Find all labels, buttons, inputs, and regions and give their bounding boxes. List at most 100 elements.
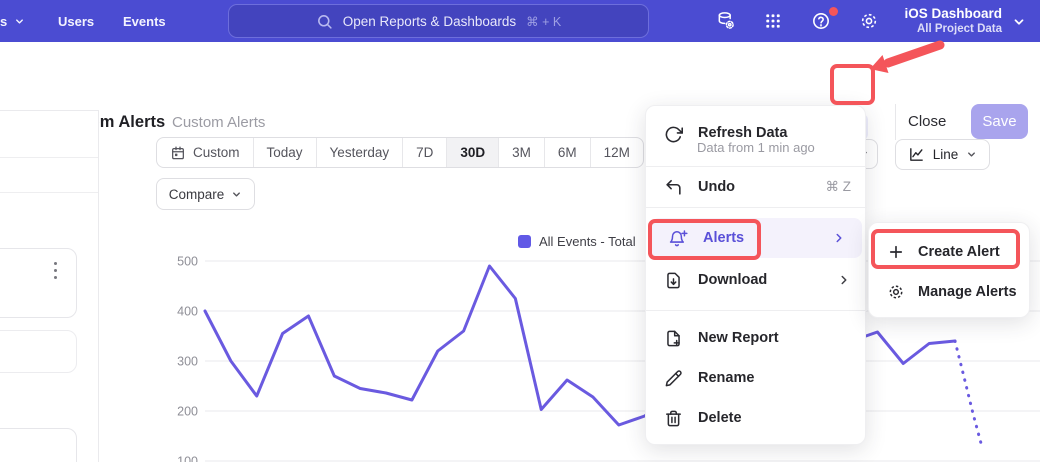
download-label: Download [698, 272, 822, 288]
svg-text:100: 100 [177, 455, 198, 462]
new-report-label: New Report [698, 330, 851, 346]
chevron-right-icon [837, 273, 851, 287]
divider [646, 310, 867, 311]
project-name: iOS Dashboard [904, 6, 1002, 22]
line-chart-icon [908, 146, 925, 163]
range-6m[interactable]: 6M [545, 138, 591, 167]
calendar-icon [170, 145, 186, 161]
top-navbar: s Users Events Open Reports & Dashboards… [0, 0, 1040, 42]
undo-label: Undo [698, 179, 811, 195]
menu-item-rename[interactable]: Rename [646, 358, 867, 398]
project-chevron-down-icon[interactable] [1012, 15, 1026, 29]
kebab-menu-icon[interactable] [54, 262, 57, 279]
search-shortcut: ⌘ + K [526, 14, 561, 29]
new-report-icon [664, 329, 683, 348]
range-7d[interactable]: 7D [403, 138, 447, 167]
chart-type-dropdown[interactable]: Line [895, 139, 990, 170]
data-management-icon[interactable] [716, 11, 736, 31]
nav-item-cropped[interactable]: s [0, 0, 25, 42]
chevron-down-icon [14, 16, 25, 27]
menu-item-undo[interactable]: Undo ⌘ Z [646, 167, 867, 207]
svg-text:200: 200 [177, 405, 198, 419]
menu-item-alerts[interactable]: Alerts [651, 218, 862, 258]
legend-swatch [518, 235, 531, 248]
save-button[interactable]: Save [971, 104, 1028, 139]
alerts-label: Alerts [703, 230, 817, 246]
gear-icon[interactable] [859, 11, 879, 31]
trash-icon [664, 409, 683, 428]
range-yesterday-label: Yesterday [330, 145, 390, 160]
create-alert-label: Create Alert [918, 244, 1000, 260]
nav-item-events[interactable]: Events [123, 0, 166, 42]
range-6m-label: 6M [558, 145, 577, 160]
gear-icon [887, 283, 905, 301]
mixpanel-report-window: s Users Events Open Reports & Dashboards… [0, 0, 1040, 462]
menu-item-download[interactable]: Download [646, 260, 867, 300]
range-3m-label: 3M [512, 145, 531, 160]
close-button[interactable]: Close [908, 113, 946, 130]
divider [0, 192, 98, 193]
refresh-data-freshness: Data from 1 min ago [697, 140, 815, 155]
menu-item-delete[interactable]: Delete [646, 398, 867, 438]
range-custom-label: Custom [193, 145, 240, 160]
date-range-segmented-control: Custom Today Yesterday 7D 30D 3M 6M 12M [156, 137, 644, 168]
notification-dot [829, 7, 838, 16]
report-options-menu: Refresh Data Data from 1 min ago Undo ⌘ … [645, 105, 866, 445]
submenu-item-manage-alerts[interactable]: Manage Alerts [869, 272, 1031, 312]
download-file-icon [664, 271, 683, 290]
range-today-label: Today [267, 145, 303, 160]
manage-alerts-label: Manage Alerts [918, 284, 1017, 300]
range-3m[interactable]: 3M [499, 138, 545, 167]
legend-label: All Events - Total [539, 234, 636, 249]
range-7d-label: 7D [416, 145, 433, 160]
delete-label: Delete [698, 410, 851, 426]
query-card[interactable] [0, 248, 77, 318]
refresh-label: Refresh Data [698, 125, 851, 141]
range-30d-selected[interactable]: 30D [447, 138, 499, 167]
nav-events-label: Events [123, 14, 166, 29]
range-30d-label: 30D [460, 145, 485, 160]
chart-type-label: Line [933, 147, 959, 162]
rename-label: Rename [698, 370, 851, 386]
divider [0, 157, 98, 158]
compare-label: Compare [169, 187, 225, 202]
plus-icon [887, 243, 905, 261]
query-builder-sidebar [0, 110, 99, 462]
alerts-submenu: Create Alert Manage Alerts [868, 222, 1030, 318]
submenu-item-create-alert[interactable]: Create Alert [869, 232, 1031, 272]
chevron-right-icon [832, 231, 846, 245]
report-header: Custom Alerts Custom Alerts GV Duplicate… [0, 42, 1040, 110]
search-placeholder: Open Reports & Dashboards [343, 14, 516, 29]
undo-icon [664, 178, 683, 197]
range-12m[interactable]: 12M [591, 138, 643, 167]
chevron-down-icon [966, 149, 977, 160]
refresh-icon [664, 125, 683, 144]
pencil-icon [664, 369, 683, 388]
range-today[interactable]: Today [254, 138, 317, 167]
apps-grid-icon[interactable] [763, 11, 783, 31]
svg-text:500: 500 [177, 255, 198, 269]
chart-legend[interactable]: All Events - Total [518, 234, 636, 249]
breadcrumb: Custom Alerts [172, 114, 265, 131]
divider [895, 104, 896, 140]
search-icon [316, 13, 333, 30]
nav-item-users[interactable]: Users [58, 0, 94, 42]
range-yesterday[interactable]: Yesterday [317, 138, 404, 167]
svg-text:400: 400 [177, 305, 198, 319]
range-12m-label: 12M [604, 145, 630, 160]
search-input[interactable]: Open Reports & Dashboards ⌘ + K [228, 4, 649, 38]
project-scope: All Project Data [917, 22, 1002, 36]
help-icon[interactable] [811, 11, 831, 31]
nav-item-cropped-label: s [0, 14, 7, 29]
query-card[interactable] [0, 428, 77, 462]
divider [646, 207, 867, 208]
bell-plus-icon [669, 229, 688, 248]
menu-item-new-report[interactable]: New Report [646, 318, 867, 358]
project-switcher[interactable]: iOS Dashboard All Project Data [904, 0, 1002, 42]
nav-users-label: Users [58, 14, 94, 29]
svg-text:300: 300 [177, 355, 198, 369]
compare-dropdown[interactable]: Compare [156, 178, 255, 210]
chevron-down-icon [231, 189, 242, 200]
range-custom[interactable]: Custom [157, 138, 254, 167]
query-card[interactable] [0, 330, 77, 373]
